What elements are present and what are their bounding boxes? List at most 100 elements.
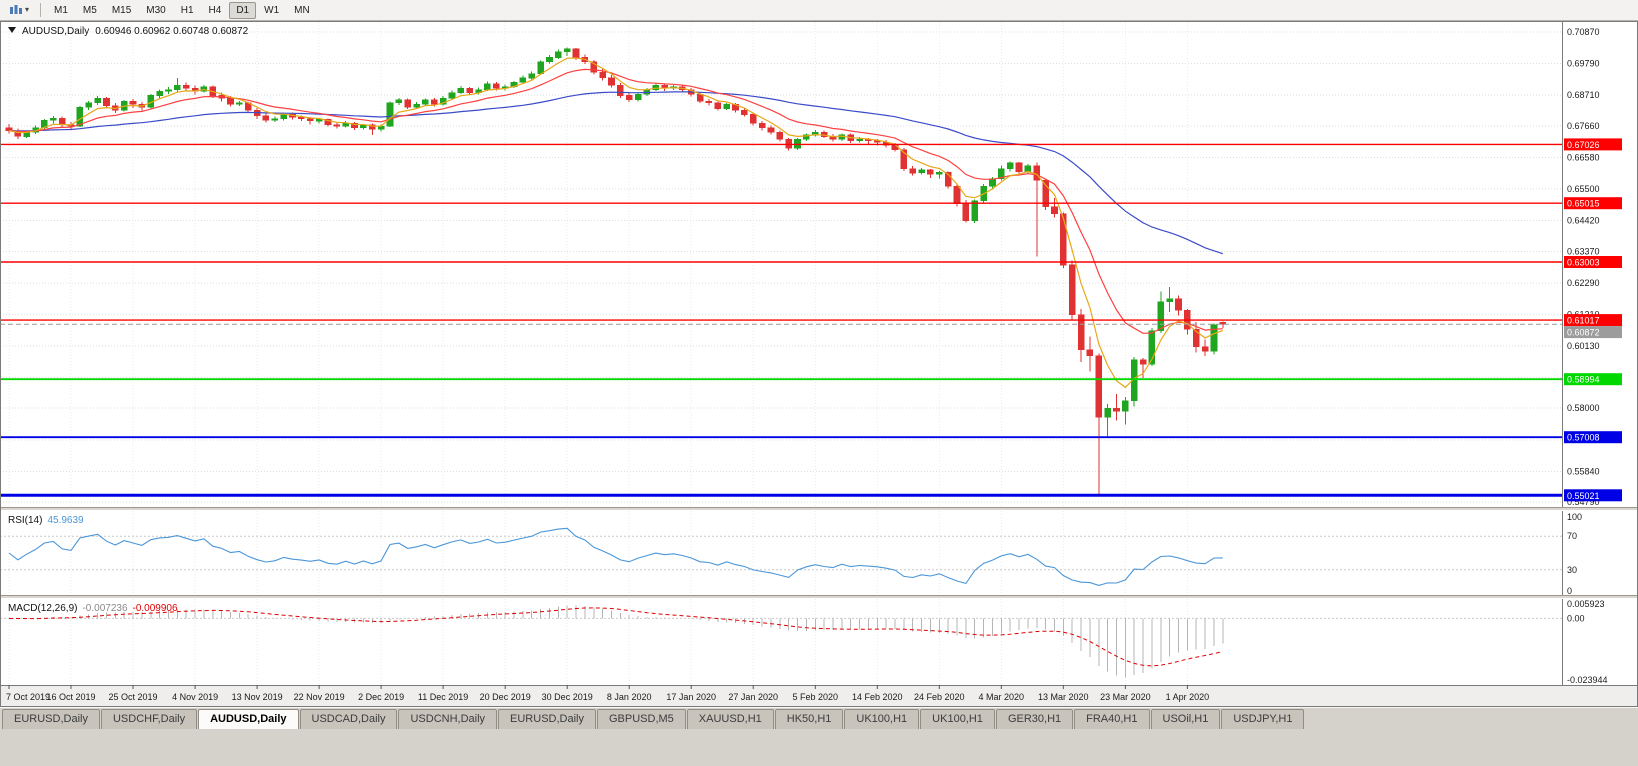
svg-text:13 Nov 2019: 13 Nov 2019 <box>232 692 283 702</box>
svg-text:23 Mar 2020: 23 Mar 2020 <box>1100 692 1151 702</box>
price-line-label <box>1564 256 1622 268</box>
grid <box>0 22 1562 685</box>
chart-tab-usdcnh-daily[interactable]: USDCNH,Daily <box>398 709 498 729</box>
svg-text:7 Oct 2019: 7 Oct 2019 <box>6 692 50 702</box>
timeframe-button-h4[interactable]: H4 <box>208 4 222 16</box>
svg-text:0.68710: 0.68710 <box>1567 90 1600 100</box>
price-line-label <box>1564 314 1622 327</box>
svg-text:0.61017: 0.61017 <box>1567 316 1600 326</box>
svg-text:0.54790: 0.54790 <box>1567 497 1600 507</box>
chart-window: 0.70870 0.69790 0.68710 0.67660 0.66580 0.655… <box>0 21 1638 707</box>
price-line-label <box>1564 373 1622 386</box>
macd-histogram <box>17 605 1224 678</box>
chart-tab-usdcad-daily[interactable]: USDCAD,Daily <box>299 709 398 729</box>
chart-tab-fra40-h1[interactable]: FRA40,H1 <box>1074 709 1150 729</box>
chart-tab-gbpusd-m5[interactable]: GBPUSD,M5 <box>597 709 686 729</box>
timeframe-button-m30[interactable]: M30 <box>146 4 166 16</box>
svg-text:17 Jan 2020: 17 Jan 2020 <box>666 692 716 702</box>
svg-text:0.57008: 0.57008 <box>1567 433 1600 443</box>
price-line-label <box>1564 138 1622 151</box>
svg-text:0.00: 0.00 <box>1567 613 1585 623</box>
chart-tab-eurusd-daily[interactable]: EURUSD,Daily <box>2 709 100 729</box>
price-line-label <box>1564 326 1622 339</box>
candlestick-chart-icon <box>10 5 22 14</box>
macd-label: MACD(12,26,9)-0.007236-0.009906 <box>8 603 178 614</box>
svg-text:0.64420: 0.64420 <box>1567 216 1600 226</box>
svg-text:24 Feb 2020: 24 Feb 2020 <box>914 692 965 702</box>
panel-separators[interactable] <box>0 507 1638 599</box>
svg-text:0.55840: 0.55840 <box>1567 466 1600 476</box>
svg-text:1 Apr 2020: 1 Apr 2020 <box>1166 692 1210 702</box>
svg-text:0.005923: 0.005923 <box>1567 599 1605 609</box>
timeframe-button-h1[interactable]: H1 <box>180 4 194 16</box>
toolbar: ▾ M1 M5 M15 M30 H1 H4 D1 W1 MN <box>0 0 1638 21</box>
svg-text:25 Oct 2019: 25 Oct 2019 <box>108 692 157 702</box>
timeframe-button-w1[interactable]: W1 <box>264 4 280 16</box>
svg-text:0.69790: 0.69790 <box>1567 59 1600 69</box>
svg-text:0.70870: 0.70870 <box>1567 27 1600 37</box>
svg-text:0.55021: 0.55021 <box>1567 491 1600 501</box>
timeframe-button-mn[interactable]: MN <box>294 4 310 16</box>
chart-tab-usdchf-daily[interactable]: USDCHF,Daily <box>100 709 198 729</box>
chart-tab-uk100-h1[interactable]: UK100,H1 <box>920 709 995 729</box>
chart-tab-xauusd-h1[interactable]: XAUUSD,H1 <box>686 709 774 729</box>
time-scale[interactable] <box>0 685 1638 707</box>
timeframe-button-m5[interactable]: M5 <box>82 4 97 16</box>
chart-menu-icon[interactable] <box>8 27 16 33</box>
macd-panel <box>0 605 1562 678</box>
timeframe-button-d1[interactable]: D1 <box>229 1 257 19</box>
chart-tab-uk100-h1[interactable]: UK100,H1 <box>844 709 920 729</box>
svg-text:8 Jan 2020: 8 Jan 2020 <box>607 692 652 702</box>
svg-text:0.65015: 0.65015 <box>1567 199 1600 209</box>
svg-text:0.58000: 0.58000 <box>1567 403 1600 413</box>
svg-text:0.66580: 0.66580 <box>1567 153 1600 163</box>
price-scale[interactable]: 0.70870 0.69790 0.68710 0.67660 0.66580 0.655… <box>1564 27 1622 685</box>
svg-text:0.65500: 0.65500 <box>1567 184 1600 194</box>
rsi-label: RSI(14)45.9639 <box>8 515 84 526</box>
svg-text:27 Jan 2020: 27 Jan 2020 <box>728 692 778 702</box>
chart-tab-ger30-h1[interactable]: GER30,H1 <box>995 709 1074 729</box>
svg-text:16 Oct 2019: 16 Oct 2019 <box>46 692 95 702</box>
svg-text:0.63370: 0.63370 <box>1567 246 1600 256</box>
svg-text:0.60130: 0.60130 <box>1567 341 1600 351</box>
chart-title: AUDUSD,Daily0.60946 0.60962 0.60748 0.60… <box>8 26 249 37</box>
svg-text:0: 0 <box>1567 586 1572 596</box>
candlesticks <box>5 47 1227 495</box>
ma-5-line <box>8 57 1224 389</box>
timeframe-button-m15[interactable]: M15 <box>111 4 132 16</box>
rsi-plot-area[interactable] <box>0 511 1562 595</box>
chart-tab-usdjpy-h1[interactable]: USDJPY,H1 <box>1221 709 1305 729</box>
chart-plot-area[interactable] <box>0 21 1562 507</box>
svg-text:100: 100 <box>1567 512 1582 522</box>
chart-tab-audusd-daily[interactable]: AUDUSD,Daily <box>198 709 299 729</box>
svg-text:22 Nov 2019: 22 Nov 2019 <box>294 692 345 702</box>
toolbar-separator <box>40 3 42 17</box>
chart-tab-eurusd-daily[interactable]: EURUSD,Daily <box>498 709 596 729</box>
svg-text:11 Dec 2019: 11 Dec 2019 <box>418 692 468 702</box>
chart-title-text: AUDUSD,Daily0.60946 0.60962 0.60748 0.60… <box>22 26 249 37</box>
svg-text:30: 30 <box>1567 565 1577 575</box>
timeframe-button-m1[interactable]: M1 <box>54 4 68 16</box>
horizontal-lines[interactable] <box>0 143 1562 497</box>
svg-text:-0.023944: -0.023944 <box>1567 675 1608 685</box>
svg-text:0.67026: 0.67026 <box>1567 140 1600 150</box>
svg-text:0.67660: 0.67660 <box>1567 121 1600 131</box>
svg-text:0.62290: 0.62290 <box>1567 278 1600 288</box>
ma-13-line <box>8 68 1223 334</box>
svg-text:2 Dec 2019: 2 Dec 2019 <box>358 692 404 702</box>
macd-plot-area[interactable] <box>0 599 1562 685</box>
chart-tab-usoil-h1[interactable]: USOil,H1 <box>1150 709 1221 729</box>
price-line-label <box>1564 489 1622 502</box>
dropdown-caret-icon: ▾ <box>25 5 30 14</box>
svg-text:13 Mar 2020: 13 Mar 2020 <box>1038 692 1089 702</box>
svg-text:4 Mar 2020: 4 Mar 2020 <box>979 692 1025 702</box>
svg-text:0.58994: 0.58994 <box>1567 375 1600 385</box>
rsi-panel <box>0 527 1562 586</box>
svg-text:30 Dec 2019: 30 Dec 2019 <box>542 692 593 702</box>
price-chart[interactable]: 0.70870 0.69790 0.68710 0.67660 0.66580 0.655… <box>0 21 1638 707</box>
rsi-line <box>8 527 1223 586</box>
chart-mode-dropdown[interactable]: ▾ <box>4 2 34 18</box>
price-line-label <box>1564 431 1622 444</box>
chart-tab-hk50-h1[interactable]: HK50,H1 <box>774 709 844 729</box>
